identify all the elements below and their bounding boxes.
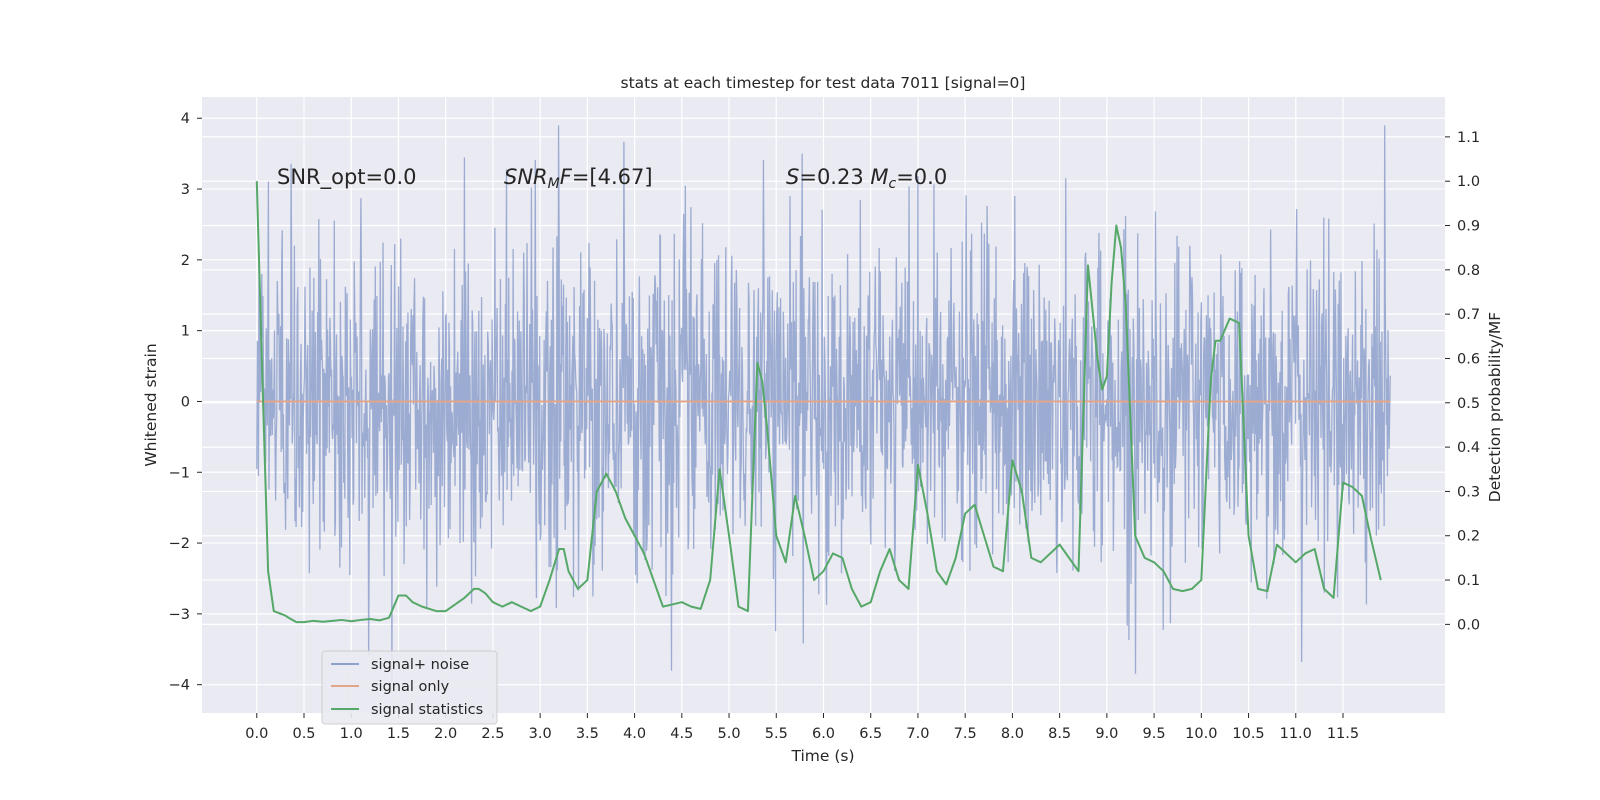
y2-axis-ticks: 0.0 0.1 0.2 0.3 0.4 0.5 0.6 0.7 0.8 0.9 1.0 1.1 [1445,130,1480,633]
signal-statistics-line [255,181,1382,624]
y2-tick-label: 0.9 [1457,219,1480,235]
x-tick-label: 6.0 [812,726,835,742]
grid [202,97,1445,713]
annotation-snr-opt: SNR_opt=0.0 [277,165,417,190]
x-tick-label: 8.0 [1001,726,1024,742]
y2-tick-label: 0.6 [1457,351,1480,367]
y-tick-label: 1 [181,324,190,340]
y2-axis-label: Detection probability/MF [1486,312,1504,503]
y-tick-label: −3 [169,607,190,623]
series-signal-statistics [255,181,1382,624]
legend-label-signal-only: signal only [371,679,450,695]
x-tick-label: 2.5 [481,726,504,742]
y2-tick-label: 1.1 [1457,130,1480,146]
x-tick-label: 4.0 [623,726,646,742]
y-axis-ticks: −4 −3 −2 −1 0 1 2 3 4 [169,111,202,694]
y-tick-label: 2 [181,253,190,269]
x-tick-label: 1.0 [340,726,363,742]
x-tick-label: 8.5 [1048,726,1071,742]
chart-title: stats at each timestep for test data 701… [621,74,1026,92]
y-axis-label: Whitened strain [142,343,160,466]
x-tick-label: 0.5 [292,726,315,742]
series-signal-noise [256,125,1391,685]
x-tick-label: 5.5 [765,726,788,742]
x-tick-label: 7.5 [954,726,977,742]
y2-tick-label: 0.2 [1457,529,1480,545]
y-tick-label: 0 [181,394,190,410]
x-tick-label: 4.5 [670,726,693,742]
y2-tick-label: 0.1 [1457,573,1480,589]
x-tick-label: 9.5 [1143,726,1166,742]
x-tick-label: 2.0 [434,726,457,742]
x-tick-label: 11.0 [1280,726,1312,742]
x-tick-label: 7.0 [906,726,929,742]
x-tick-label: 9.0 [1095,726,1118,742]
x-tick-label: 3.5 [576,726,599,742]
y2-tick-label: 1.0 [1457,174,1480,190]
y-tick-label: −1 [169,465,190,481]
y-tick-label: −2 [169,536,190,552]
y-tick-label: 3 [181,182,190,198]
legend-box [321,650,498,725]
y2-tick-label: 0.0 [1457,617,1480,633]
y2-tick-label: 0.5 [1457,396,1480,412]
x-tick-label: 5.0 [718,726,741,742]
annotation-s-mc: S=0.23 Mc=0.0 [786,165,947,192]
x-tick-label: 0.0 [245,726,268,742]
y2-tick-label: 0.8 [1457,263,1480,279]
noise-line [256,125,1391,685]
y-tick-label: 4 [181,111,190,127]
legend: signal+ noise signal only signal statist… [321,650,498,725]
x-tick-label: 1.5 [387,726,410,742]
x-tick-label: 10.0 [1185,726,1217,742]
x-tick-label: 10.5 [1232,726,1264,742]
y2-tick-label: 0.3 [1457,484,1480,500]
x-axis-ticks: 0.0 0.5 1.0 1.5 2.0 2.5 3.0 3.5 4.0 4.5 5.0 5.5 6.0 6… [245,713,1359,742]
annotation-snr-mf: SNRMF=[4.67] [504,165,653,192]
legend-label-signal-statistics: signal statistics [371,702,483,718]
x-axis-label: Time (s) [790,747,854,765]
x-tick-label: 11.5 [1327,726,1359,742]
y2-tick-label: 0.4 [1457,440,1480,456]
y-tick-label: −4 [169,678,190,694]
x-tick-label: 6.5 [859,726,882,742]
y2-tick-label: 0.7 [1457,307,1480,323]
legend-label-signal-noise: signal+ noise [371,657,469,673]
x-tick-label: 3.0 [529,726,552,742]
